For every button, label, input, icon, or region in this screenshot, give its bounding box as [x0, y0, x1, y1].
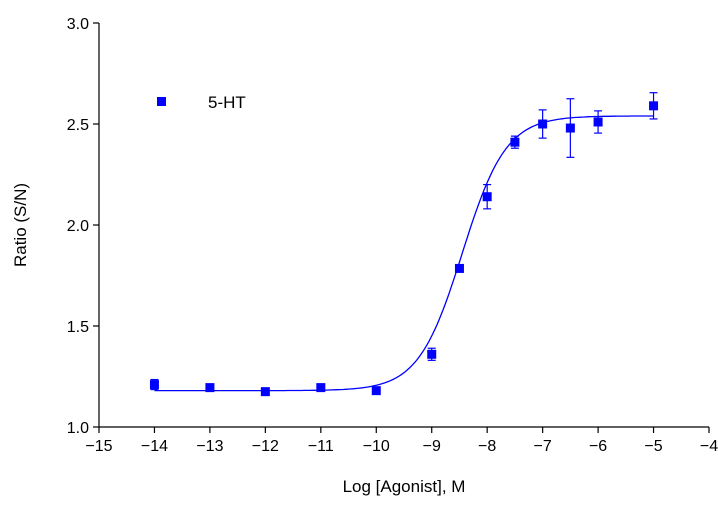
data-point: [538, 119, 548, 129]
y-tick-label: 2.5: [67, 117, 89, 134]
x-tick-label: −4: [700, 438, 718, 455]
legend-label: 5-HT: [208, 93, 246, 112]
x-axis: −15 −14 −13 −12 −11 −10 −9 −8 −7 −6 −5 −4: [85, 426, 718, 455]
data-point: [593, 117, 603, 127]
x-tick-label: −7: [534, 438, 552, 455]
data-point: [149, 380, 159, 390]
y-axis-title: Ratio (S/N): [11, 183, 30, 267]
x-tick-label: −6: [589, 438, 607, 455]
data-point: [565, 123, 575, 133]
y-axis: 1.0 1.5 2.0 2.5 3.0: [67, 16, 100, 437]
y-tick-label: 1.0: [67, 420, 89, 437]
data-point: [316, 383, 326, 393]
y-tick-label: 3.0: [67, 16, 89, 33]
x-tick-label: −15: [85, 438, 112, 455]
x-tick-label: −11: [308, 438, 334, 455]
legend: 5-HT: [157, 93, 246, 112]
y-tick-label: 2.0: [67, 218, 89, 235]
x-tick-label: −14: [141, 438, 168, 455]
data-point: [454, 263, 464, 273]
data-point: [427, 349, 437, 359]
fit-curve: [154, 115, 654, 392]
x-ticks: −15 −14 −13 −12 −11 −10 −9 −8 −7 −6 −5 −4: [85, 427, 718, 455]
x-tick-label: −10: [363, 438, 390, 455]
plot-area: [149, 92, 659, 397]
x-axis-title: Log [Agonist], M: [343, 477, 466, 496]
x-tick-label: −13: [196, 438, 223, 455]
x-tick-label: −5: [644, 438, 662, 455]
x-tick-label: −12: [252, 438, 279, 455]
data-point: [649, 101, 659, 111]
legend-marker: [157, 97, 166, 106]
data-point: [510, 137, 520, 147]
x-tick-label: −9: [423, 438, 441, 455]
y-tick-label: 1.5: [67, 319, 89, 336]
data-point: [371, 386, 381, 396]
x-tick-label: −8: [478, 438, 496, 455]
y-ticks: 1.0 1.5 2.0 2.5 3.0: [67, 16, 99, 437]
data-point: [482, 192, 492, 202]
data-point: [205, 383, 215, 393]
data-point: [260, 387, 270, 397]
